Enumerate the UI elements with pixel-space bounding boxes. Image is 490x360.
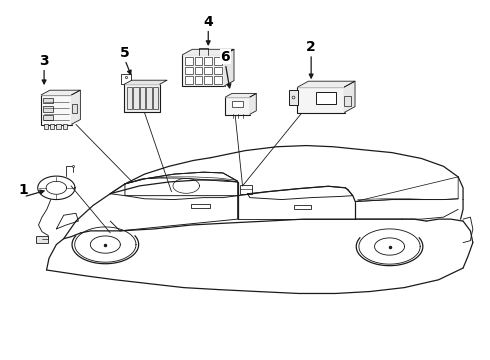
FancyBboxPatch shape xyxy=(195,67,202,75)
FancyBboxPatch shape xyxy=(124,84,160,112)
FancyBboxPatch shape xyxy=(41,94,72,125)
Polygon shape xyxy=(182,49,234,55)
FancyBboxPatch shape xyxy=(50,124,54,129)
FancyBboxPatch shape xyxy=(36,237,49,243)
FancyBboxPatch shape xyxy=(153,87,158,109)
FancyBboxPatch shape xyxy=(225,96,250,114)
FancyBboxPatch shape xyxy=(185,76,193,84)
FancyBboxPatch shape xyxy=(204,57,212,65)
FancyBboxPatch shape xyxy=(185,67,193,75)
FancyBboxPatch shape xyxy=(214,67,222,75)
FancyBboxPatch shape xyxy=(133,87,139,109)
FancyBboxPatch shape xyxy=(185,57,193,65)
FancyBboxPatch shape xyxy=(204,76,212,84)
FancyBboxPatch shape xyxy=(214,57,222,65)
FancyBboxPatch shape xyxy=(297,87,345,113)
FancyBboxPatch shape xyxy=(140,87,146,109)
Polygon shape xyxy=(225,94,256,97)
FancyBboxPatch shape xyxy=(204,67,212,75)
Polygon shape xyxy=(250,94,256,114)
FancyBboxPatch shape xyxy=(43,115,53,120)
Polygon shape xyxy=(224,49,234,86)
Text: 3: 3 xyxy=(39,54,49,68)
FancyBboxPatch shape xyxy=(72,104,77,113)
Polygon shape xyxy=(124,80,167,84)
Text: 4: 4 xyxy=(203,14,213,28)
FancyBboxPatch shape xyxy=(43,98,53,103)
FancyBboxPatch shape xyxy=(214,76,222,84)
FancyBboxPatch shape xyxy=(56,124,61,129)
FancyBboxPatch shape xyxy=(232,101,243,107)
FancyBboxPatch shape xyxy=(44,124,48,129)
FancyBboxPatch shape xyxy=(182,54,224,86)
FancyBboxPatch shape xyxy=(191,204,210,208)
FancyBboxPatch shape xyxy=(127,87,132,109)
FancyBboxPatch shape xyxy=(344,96,351,105)
FancyBboxPatch shape xyxy=(195,57,202,65)
Polygon shape xyxy=(72,90,80,124)
Text: 6: 6 xyxy=(220,50,230,64)
FancyBboxPatch shape xyxy=(316,92,336,104)
Polygon shape xyxy=(41,90,80,95)
FancyBboxPatch shape xyxy=(294,205,311,209)
FancyBboxPatch shape xyxy=(63,124,67,129)
FancyBboxPatch shape xyxy=(289,90,298,105)
FancyBboxPatch shape xyxy=(147,87,152,109)
Text: 5: 5 xyxy=(120,46,130,60)
Text: 2: 2 xyxy=(306,40,316,54)
Text: 1: 1 xyxy=(19,183,28,197)
Polygon shape xyxy=(344,81,355,112)
FancyBboxPatch shape xyxy=(43,106,53,112)
FancyBboxPatch shape xyxy=(240,185,252,194)
FancyBboxPatch shape xyxy=(195,76,202,84)
Polygon shape xyxy=(298,81,355,87)
